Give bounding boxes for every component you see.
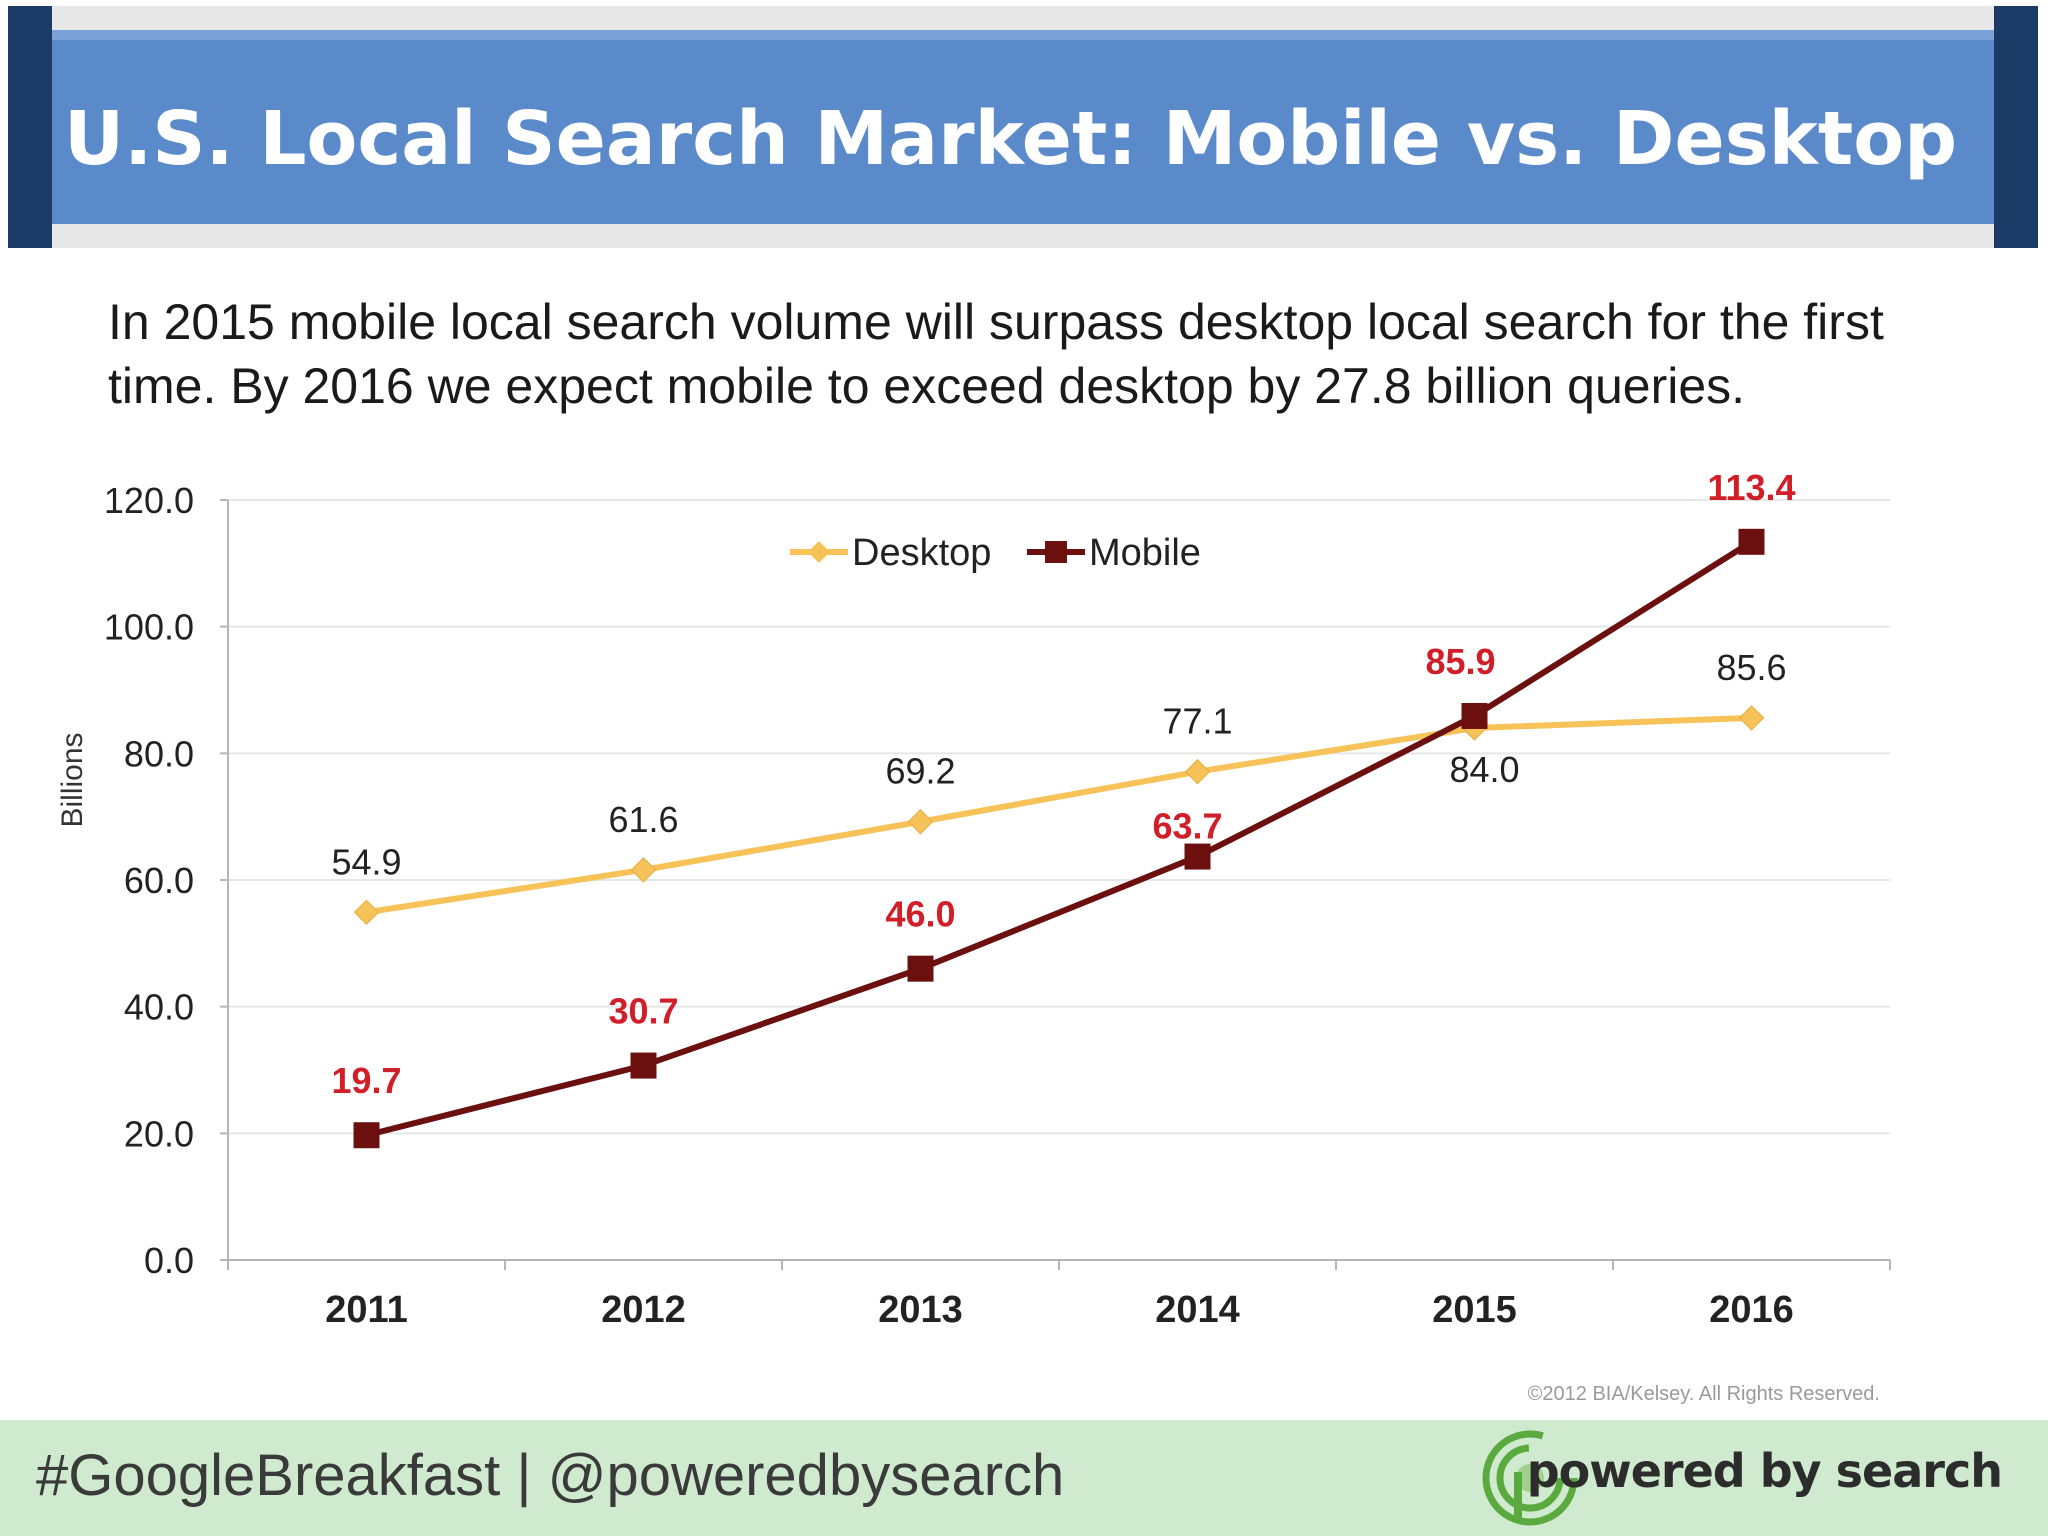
- mobile-data-label: 85.9: [1425, 641, 1495, 682]
- footer-bar: #GoogleBreakfast | @poweredbysearch powe…: [0, 1420, 2048, 1536]
- mobile-point: [1461, 702, 1488, 729]
- y-tick-label: 0.0: [144, 1240, 194, 1281]
- data-labels: 54.9 61.6 69.2 77.1 84.0 85.6 19.7 30.7 46.0 63.7…: [331, 467, 1795, 1101]
- mobile-point: [1184, 843, 1211, 870]
- desktop-data-label: 61.6: [608, 799, 678, 840]
- y-tick-label: 40.0: [124, 987, 194, 1028]
- desktop-data-label: 69.2: [885, 751, 955, 792]
- x-tick-label: 2014: [1155, 1289, 1240, 1331]
- page-title: U.S. Local Search Market: Mobile vs. Des…: [64, 96, 1957, 182]
- mobile-point: [907, 955, 934, 982]
- footer-brand-name: powered by search: [1526, 1444, 2003, 1498]
- x-tick-label: 2011: [325, 1289, 407, 1331]
- legend-label-desktop: Desktop: [852, 532, 991, 574]
- mobile-data-label: 30.7: [608, 991, 678, 1032]
- chart-subtitle: In 2015 mobile local search volume will …: [108, 294, 1884, 414]
- grid-lines: [228, 499, 1890, 1135]
- desktop-data-label: 84.0: [1449, 749, 1519, 790]
- desktop-point: [1184, 758, 1211, 785]
- legend-marker-desktop: [808, 541, 830, 563]
- series-line-desktop: [366, 714, 1752, 916]
- mobile-data-label: 63.7: [1152, 806, 1222, 847]
- mobile-data-label: 113.4: [1707, 467, 1795, 508]
- powered-by-search-logo-icon: [1482, 1430, 1578, 1526]
- y-tick-label: 20.0: [124, 1113, 194, 1154]
- series-line-mobile: [365, 539, 1754, 1139]
- footer-hashtag: #GoogleBreakfast | @poweredbysearch: [36, 1443, 1065, 1508]
- copyright-note: ©2012 BIA/Kelsey. All Rights Reserved.: [1528, 1383, 1880, 1405]
- desktop-data-label: 85.6: [1716, 647, 1786, 688]
- desktop-point: [353, 899, 380, 926]
- mobile-point: [353, 1122, 380, 1149]
- mobile-data-label: 19.7: [331, 1060, 401, 1101]
- line-chart: 0.0 20.0 40.0 60.0 80.0 100.0 120.0 2011 2012 201…: [56, 467, 1891, 1405]
- title-banner: U.S. Local Search Market: Mobile vs. Des…: [8, 6, 2038, 248]
- legend-label-mobile: Mobile: [1089, 532, 1201, 574]
- desktop-data-label: 54.9: [331, 841, 401, 882]
- mobile-data-label: 46.0: [885, 894, 955, 935]
- x-tick-label: 2013: [878, 1289, 963, 1331]
- y-tick-label: 80.0: [124, 733, 194, 774]
- desktop-data-label: 77.1: [1162, 701, 1232, 742]
- series: [353, 528, 1765, 1149]
- desktop-point: [1738, 705, 1765, 731]
- mobile-point: [1738, 528, 1765, 555]
- y-tick-label: 100.0: [104, 607, 194, 648]
- mobile-point: [630, 1052, 657, 1079]
- desktop-point: [907, 809, 934, 835]
- y-tick-label: 60.0: [124, 860, 194, 901]
- axes: 0.0 20.0 40.0 60.0 80.0 100.0 120.0 2011 2012 201…: [104, 480, 1891, 1331]
- x-tick-label: 2012: [601, 1289, 686, 1331]
- x-tick-label: 2016: [1709, 1289, 1794, 1331]
- legend: Desktop Mobile: [790, 532, 1201, 574]
- y-tick-label: 120.0: [104, 480, 194, 521]
- desktop-point: [630, 857, 657, 883]
- legend-marker-mobile: [1045, 541, 1067, 563]
- x-tick-label: 2015: [1432, 1289, 1517, 1331]
- y-axis-title: Billions: [56, 732, 89, 827]
